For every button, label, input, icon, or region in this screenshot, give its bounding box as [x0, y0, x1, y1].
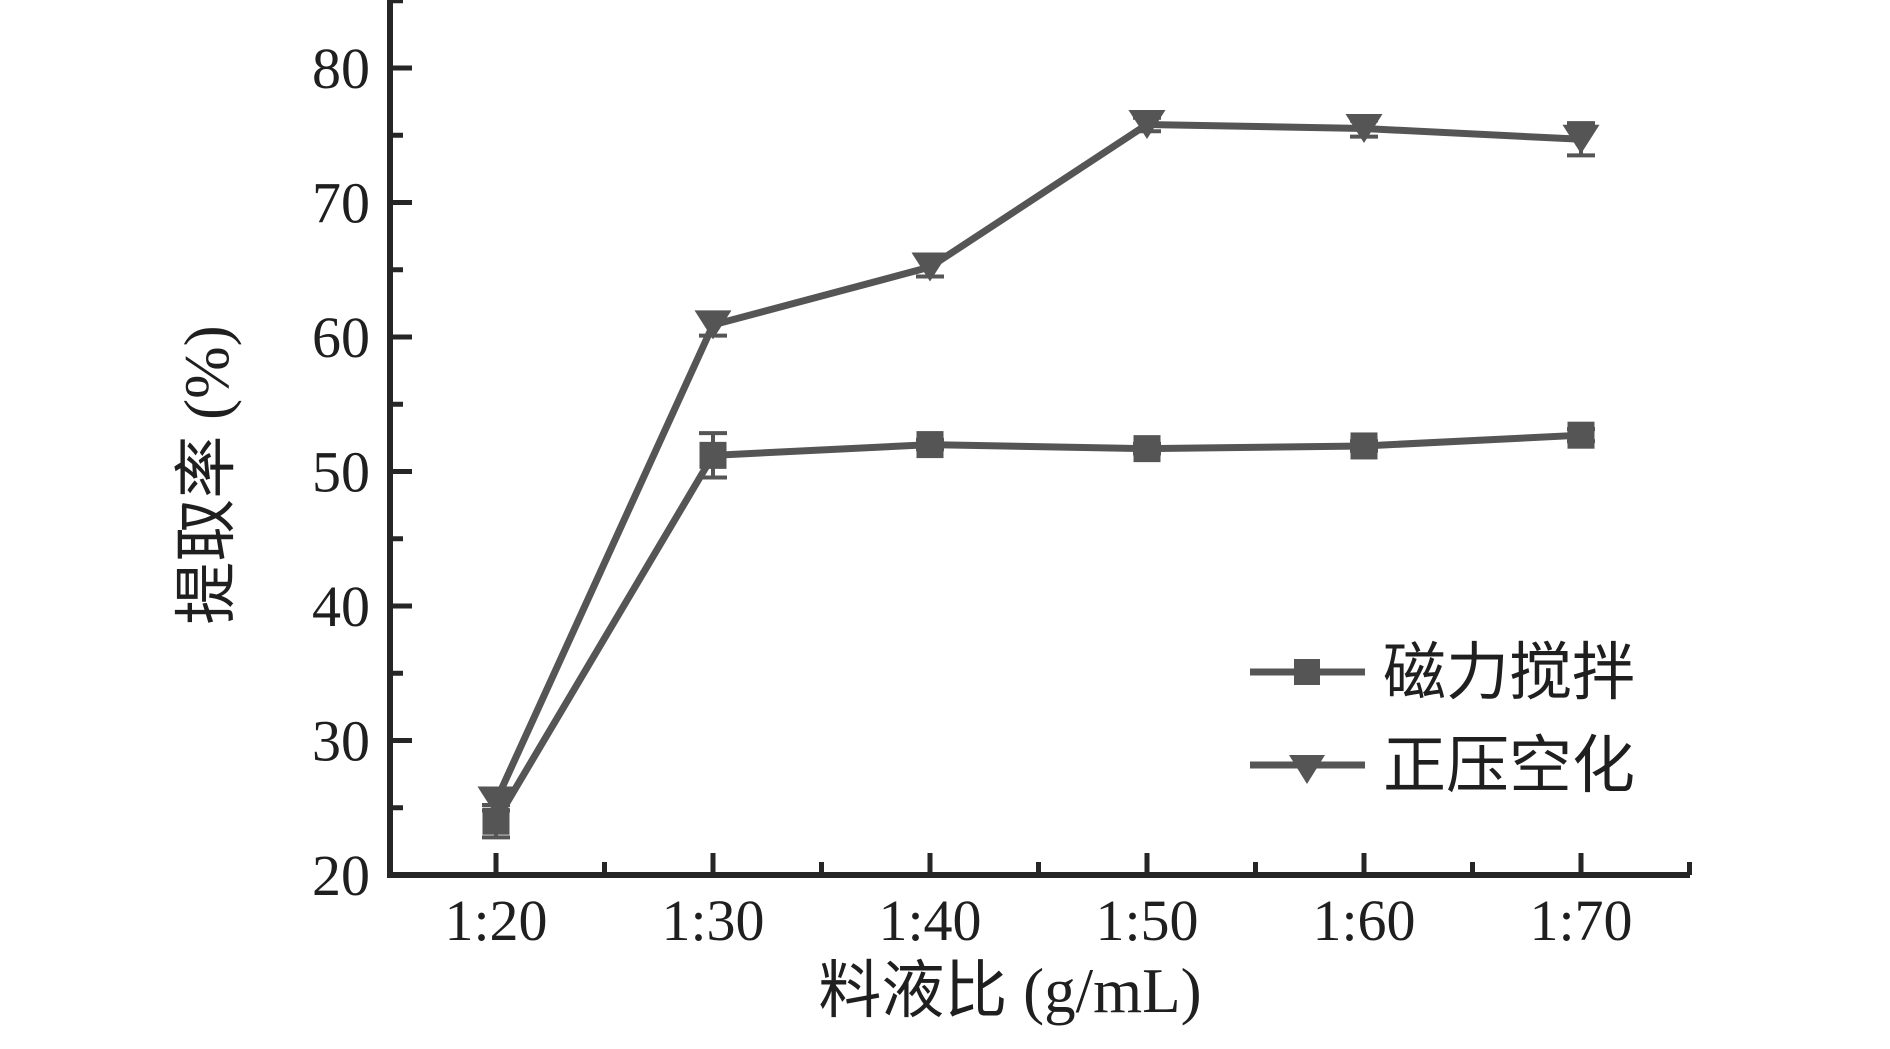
square-marker	[916, 431, 944, 459]
y-axis-title: 提取率 (%)	[172, 325, 242, 624]
y-tick-label: 70	[312, 171, 370, 236]
legend-label-magnetic-stirring: 磁力搅拌	[1383, 638, 1635, 708]
x-tick-label: 1:70	[1529, 888, 1632, 953]
legend-label-positive-pressure-cavitation: 正压空化	[1383, 731, 1635, 801]
plot-area: 20 30 40 50 60 70 80 1:20 1:30 1:40 1:50 1:60 1:70	[312, 0, 1692, 953]
triangle-down-marker	[477, 786, 515, 816]
y-tick-label: 20	[312, 843, 370, 908]
triangle-down-marker	[694, 310, 732, 340]
x-tick-label: 1:30	[661, 888, 764, 953]
series-line-1	[492, 120, 1582, 803]
legend-item-positive-pressure-cavitation: 正压空化	[1250, 731, 1635, 801]
triangle-down-marker	[1562, 124, 1600, 154]
legend-triangle-marker-icon	[1289, 755, 1325, 784]
legend-item-magnetic-stirring: 磁力搅拌	[1250, 638, 1635, 708]
x-tick-label: 1:40	[878, 888, 981, 953]
x-tick-label: 1:50	[1095, 888, 1198, 953]
legend-square-marker-icon	[1294, 659, 1320, 685]
square-marker	[699, 441, 727, 469]
x-axis-title: 料液比 (g/mL)	[818, 956, 1201, 1026]
legend: 磁力搅拌 正压空化	[1250, 638, 1635, 801]
x-tick-label: 1:20	[444, 888, 547, 953]
y-tick-label: 30	[312, 709, 370, 774]
square-marker	[1133, 435, 1161, 463]
square-marker	[1567, 421, 1595, 449]
y-tick-label: 40	[312, 574, 370, 639]
triangle-down-marker	[1345, 114, 1383, 144]
y-tick-label: 50	[312, 440, 370, 505]
x-tick-label: 1:60	[1312, 888, 1415, 953]
triangle-down-marker	[1128, 109, 1166, 139]
series-line-0	[492, 431, 1582, 823]
square-marker	[1350, 432, 1378, 460]
y-tick-label: 60	[312, 305, 370, 370]
y-tick-label: 80	[312, 36, 370, 101]
triangle-down-marker	[911, 252, 949, 282]
